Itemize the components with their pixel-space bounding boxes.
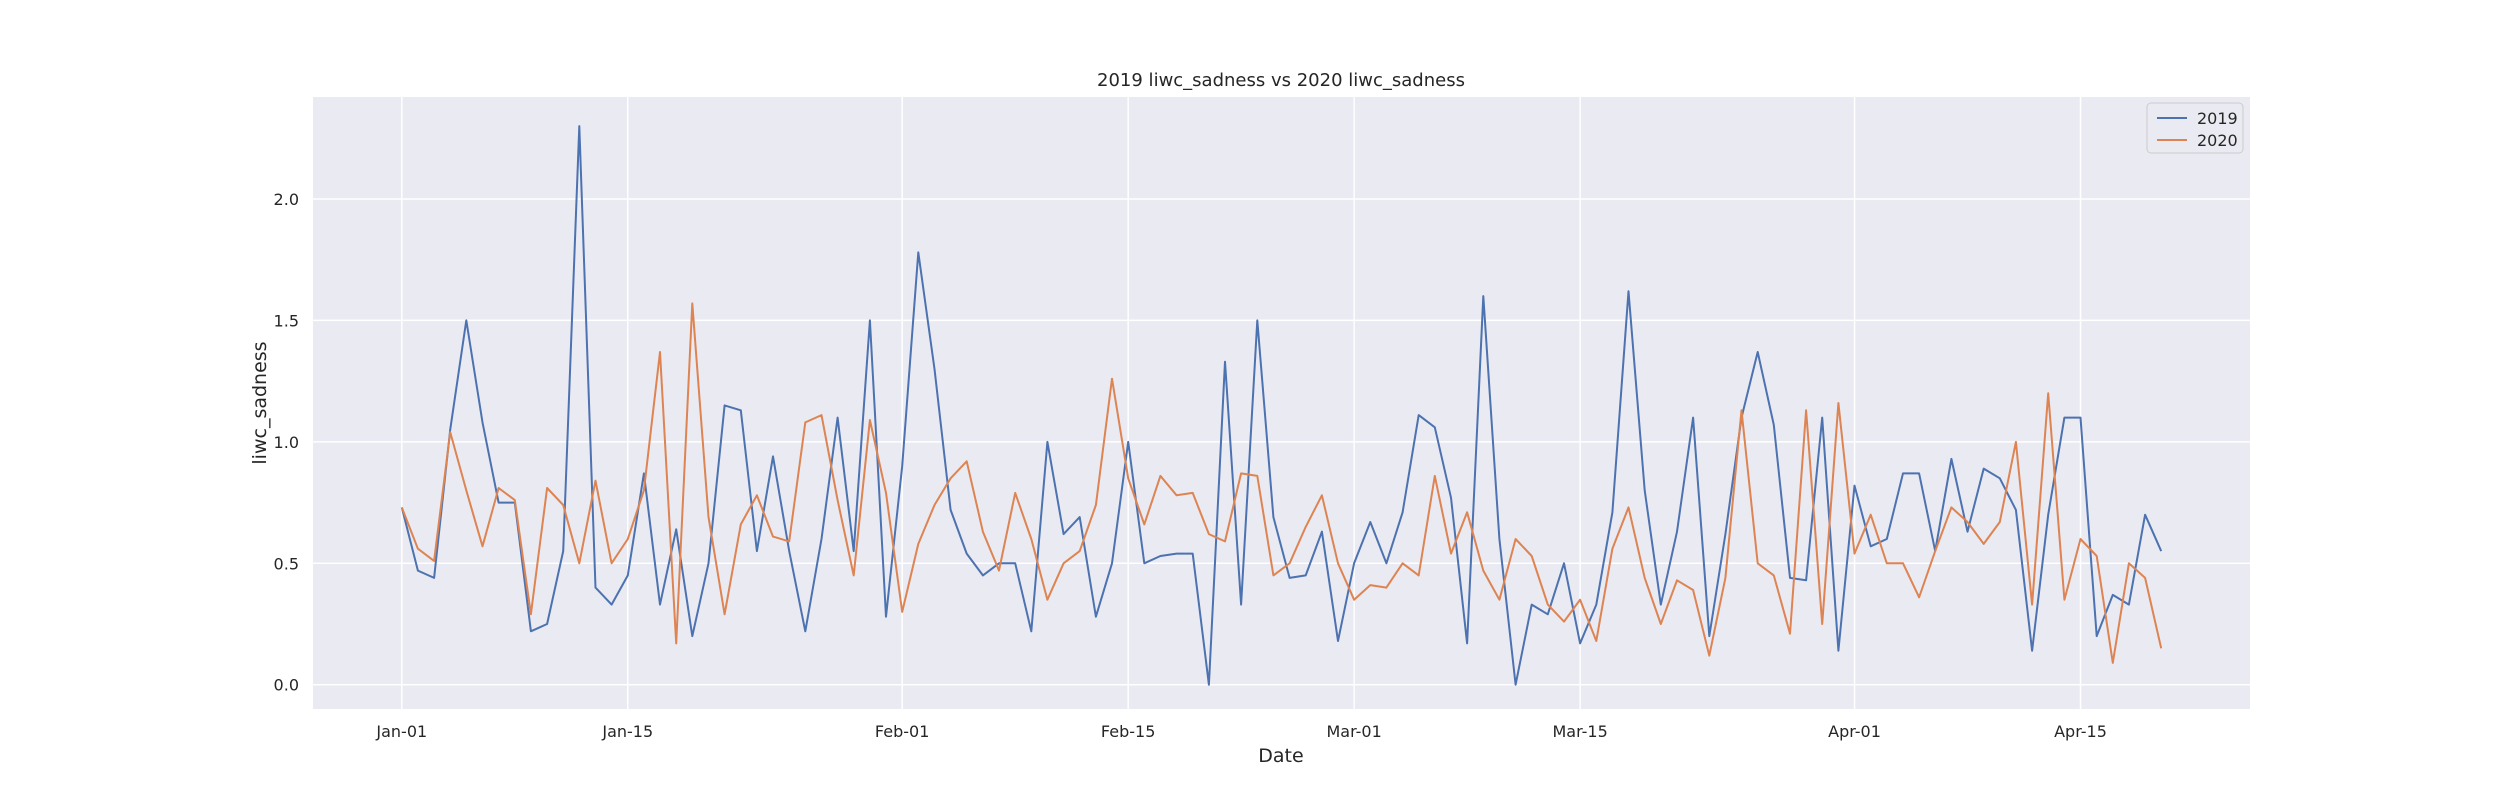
x-tick-label: Feb-15 — [1101, 722, 1155, 741]
y-tick-label: 0.5 — [274, 554, 299, 573]
series-line-2019 — [400, 125, 2163, 686]
plot-area — [313, 97, 2250, 709]
legend: 2019 2020 — [2146, 102, 2244, 154]
x-tick-label: Feb-01 — [875, 722, 929, 741]
series-lines — [400, 125, 2163, 686]
x-tick-label: Jan-01 — [375, 722, 427, 741]
y-tick-label: 1.0 — [274, 433, 299, 452]
y-tick-label: 0.0 — [274, 676, 299, 695]
y-tick-label: 2.0 — [274, 190, 299, 209]
x-axis-ticks: Jan-01 Jan-15 Feb-01 Feb-15 Mar-01 Mar-15 Apr-… — [375, 722, 2107, 741]
x-tick-label: Mar-01 — [1326, 722, 1381, 741]
x-tick-label: Apr-15 — [2054, 722, 2107, 741]
series-line-2020 — [400, 302, 2163, 664]
x-axis-label: Date — [1258, 745, 1303, 767]
legend-label-2020: 2020 — [2197, 131, 2238, 150]
y-axis-label: liwc_sadness — [249, 341, 271, 464]
y-tick-label: 1.5 — [274, 311, 299, 330]
x-tick-label: Mar-15 — [1552, 722, 1607, 741]
x-tick-label: Apr-01 — [1828, 722, 1881, 741]
legend-label-2019: 2019 — [2197, 109, 2238, 128]
y-axis-ticks: 0.0 0.5 1.0 1.5 2.0 — [274, 190, 299, 695]
grid — [313, 97, 2250, 709]
x-tick-label: Jan-15 — [601, 722, 653, 741]
chart-title: 2019 liwc_sadness vs 2020 liwc_sadness — [1097, 70, 1465, 91]
